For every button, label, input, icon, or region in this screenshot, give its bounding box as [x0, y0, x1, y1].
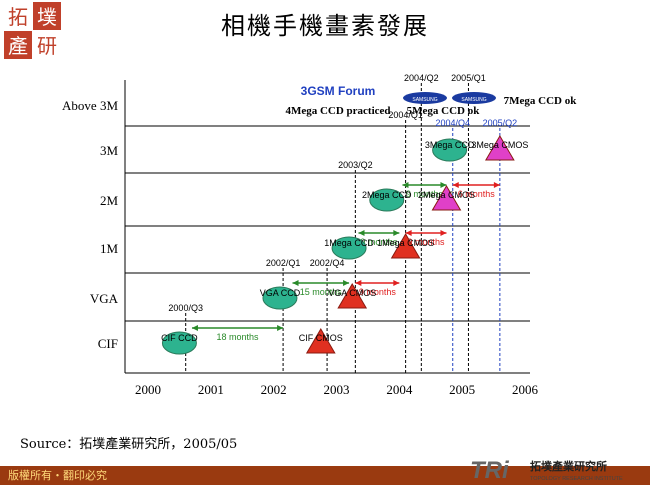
- y-level-label: 1M: [100, 241, 119, 256]
- x-tick-label: 2006: [512, 382, 539, 397]
- milestone-label: 2000/Q3: [168, 303, 203, 313]
- x-tick-label: 2003: [324, 382, 350, 397]
- interval-arrow-tail: [405, 230, 412, 236]
- milestone-label: 2002/Q4: [310, 258, 345, 268]
- interval-arrow-head: [440, 182, 447, 188]
- tri-logo-name: 拓墣產業研究所: [530, 459, 607, 473]
- point-label: VGA CMOS: [328, 288, 376, 298]
- interval-arrow-head: [277, 325, 284, 331]
- milestone-label: 2005/Q2: [483, 118, 518, 128]
- x-tick-label: 2002: [261, 382, 287, 397]
- interval-arrow-head: [440, 230, 447, 236]
- copyright-notice: 版權所有・翻印必究: [8, 469, 107, 482]
- samsung-logo-text: SAMSUNG: [461, 97, 486, 103]
- logo-char-4: 研: [37, 34, 57, 58]
- samsung-logo: [403, 92, 447, 104]
- milestone-label: 2004/Q1: [388, 110, 423, 120]
- point-label: VGA CCD: [260, 288, 301, 298]
- interval-arrow-head: [493, 182, 500, 188]
- samsung-logo-text: SAMSUNG: [412, 97, 437, 103]
- brand-logo: 拓 墣 產 研: [4, 2, 62, 60]
- tri-logo-mark: TRi: [470, 457, 510, 484]
- milestone-label: 2005/Q1: [451, 73, 486, 83]
- milestone-label: 2002/Q1: [266, 258, 301, 268]
- interval-arrow-tail: [358, 230, 365, 236]
- point-label: 1Mega CMOS: [377, 238, 434, 248]
- interval-label: 15 months: [300, 287, 343, 297]
- ccd-point: [331, 236, 367, 260]
- interval-arrow-tail: [452, 182, 459, 188]
- logo-cell-2: [33, 2, 61, 30]
- x-tick-label: 2000: [135, 382, 161, 397]
- ccd-point: [369, 188, 405, 212]
- interval-arrow-head: [393, 230, 400, 236]
- page-title: 相機手機畫素發展: [221, 12, 429, 40]
- tri-logo-name-en: TOPOLOGY RESEARCH INSTITUTE: [530, 476, 623, 482]
- point-label: 2Mega CCD: [362, 190, 412, 200]
- point-label: 1Mega CCD: [324, 238, 374, 248]
- y-level-label: Above 3M: [62, 98, 118, 113]
- y-level-label: 3M: [100, 143, 119, 158]
- interval-label: 9 months: [408, 237, 446, 247]
- interval-arrow-tail: [191, 325, 198, 331]
- annotation-4mega: 4Mega CCD practiced: [285, 105, 390, 117]
- y-level-label: CIF: [98, 336, 118, 351]
- point-label: CIF CCD: [161, 333, 198, 343]
- milestone-label: 2004/Q2: [404, 73, 439, 83]
- cmos-point: [305, 328, 336, 354]
- logo-cell-4: [33, 31, 61, 59]
- x-tick-label: 2004: [386, 382, 413, 397]
- ccd-point: [432, 138, 468, 162]
- institute-logo: TRi 拓墣產業研究所 TOPOLOGY RESEARCH INSTITUTE: [470, 456, 645, 489]
- point-label: 2Mega CMOS: [418, 190, 475, 200]
- ccd-point: [262, 286, 298, 310]
- logo-cell-1: [4, 2, 32, 30]
- x-tick-label: 2005: [449, 382, 475, 397]
- interval-arrow-tail: [292, 280, 299, 286]
- interval-label: 9 months: [406, 189, 444, 199]
- milestone-label: 2004/Q4: [435, 118, 470, 128]
- interval-label: 9 months: [360, 237, 398, 247]
- logo-char-3: 產: [8, 34, 28, 58]
- samsung-logo: [452, 92, 496, 104]
- cmos-point: [390, 233, 421, 259]
- interval-arrow-tail: [355, 280, 362, 286]
- y-level-label: VGA: [90, 291, 119, 306]
- interval-label: 9 months: [359, 287, 397, 297]
- logo-char-1: 拓: [8, 5, 28, 29]
- interval-arrow-head: [393, 280, 400, 286]
- interval-arrow-head: [343, 280, 350, 286]
- annotation-forum: 3GSM Forum: [301, 84, 376, 98]
- ccd-point: [161, 331, 197, 355]
- y-level-label: 2M: [100, 193, 119, 208]
- interval-label: 6 months: [458, 189, 496, 199]
- footer-bar: [0, 466, 650, 485]
- source-note: Source：拓墣產業研究所，2005/05: [20, 437, 238, 452]
- annotation-5mega: 5Mega CCD ok: [407, 105, 481, 117]
- point-label: 3Mega CCD: [425, 140, 475, 150]
- interval-arrow-tail: [402, 182, 409, 188]
- point-label: CIF CMOS: [299, 333, 343, 343]
- x-tick-label: 2001: [198, 382, 224, 397]
- interval-label: 18 months: [217, 332, 260, 342]
- milestone-label: 2003/Q2: [338, 160, 373, 170]
- cmos-point: [484, 135, 515, 161]
- point-label: 3Mega CMOS: [471, 140, 528, 150]
- annotation-7mega: 7Mega CCD ok: [504, 95, 578, 107]
- logo-cell-3: [4, 31, 32, 59]
- logo-char-2: 墣: [37, 5, 57, 29]
- cmos-point: [431, 185, 462, 211]
- cmos-point: [337, 283, 368, 309]
